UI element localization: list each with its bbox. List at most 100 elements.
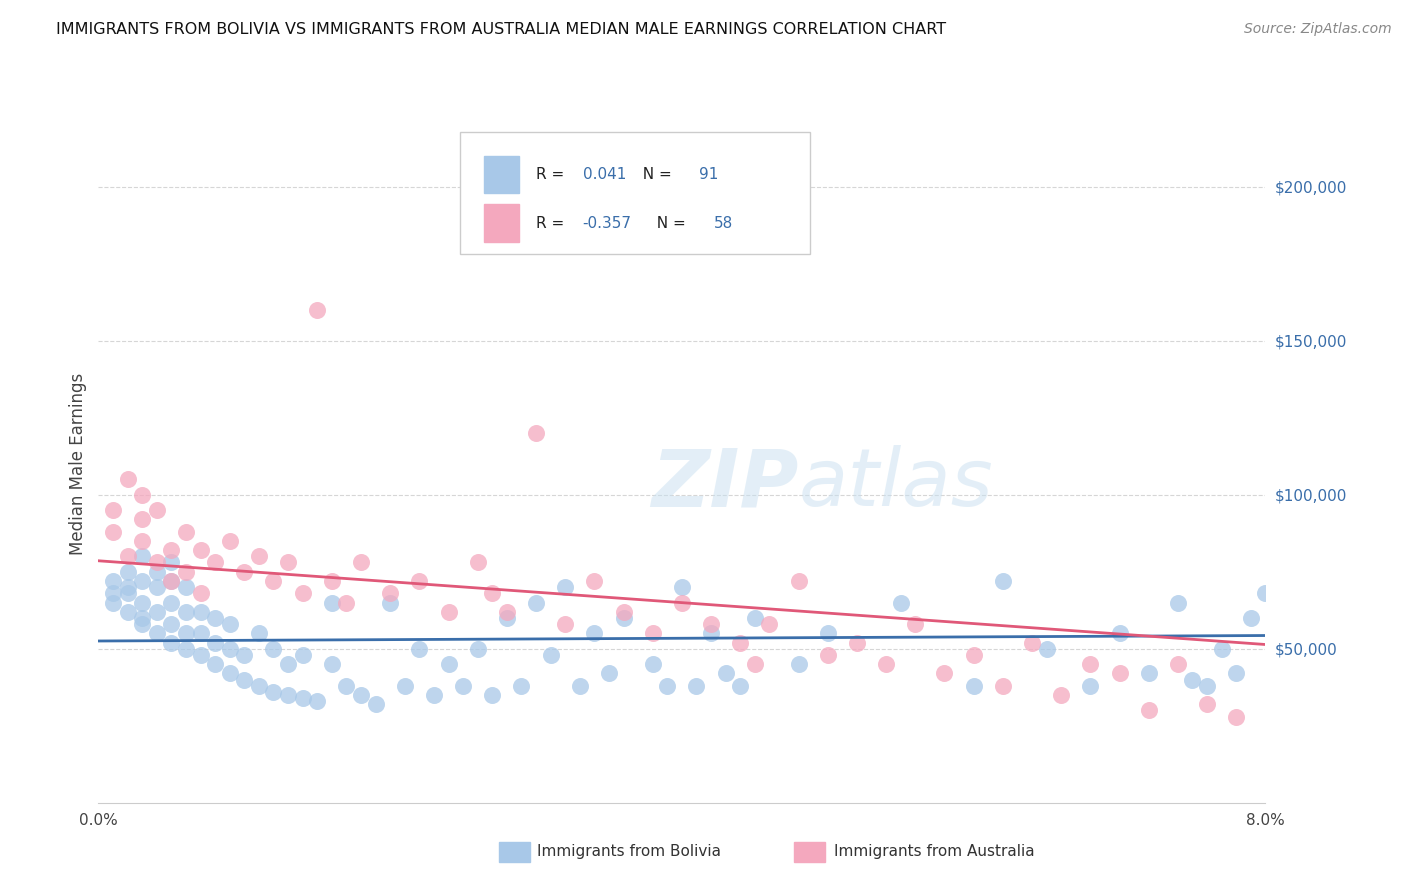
Point bbox=[174, 605, 197, 619]
Point bbox=[233, 648, 256, 662]
Point bbox=[378, 586, 402, 600]
Point bbox=[160, 574, 183, 588]
Point bbox=[160, 617, 183, 632]
Point bbox=[394, 679, 416, 693]
Point bbox=[817, 648, 839, 662]
Text: Immigrants from Australia: Immigrants from Australia bbox=[834, 845, 1035, 859]
Point bbox=[1225, 666, 1247, 681]
Point bbox=[117, 472, 139, 486]
Point bbox=[1137, 666, 1160, 681]
Point bbox=[218, 641, 240, 656]
Point bbox=[744, 657, 766, 672]
Point bbox=[744, 611, 766, 625]
Point bbox=[117, 565, 139, 579]
Point bbox=[641, 626, 664, 640]
Point bbox=[146, 580, 169, 594]
Point bbox=[190, 648, 212, 662]
Point bbox=[291, 648, 314, 662]
Point bbox=[146, 556, 169, 570]
Point bbox=[540, 648, 562, 662]
Point bbox=[160, 543, 183, 558]
Point bbox=[890, 595, 912, 609]
Point bbox=[728, 635, 751, 649]
Point bbox=[467, 641, 489, 656]
Point bbox=[934, 666, 956, 681]
Point bbox=[1181, 673, 1204, 687]
Point bbox=[875, 657, 897, 672]
Point bbox=[408, 574, 430, 588]
Point bbox=[787, 574, 810, 588]
Point bbox=[657, 679, 679, 693]
Point bbox=[307, 694, 329, 708]
Text: Source: ZipAtlas.com: Source: ZipAtlas.com bbox=[1244, 22, 1392, 37]
Point bbox=[378, 595, 402, 609]
Point bbox=[131, 549, 153, 564]
Point bbox=[204, 657, 226, 672]
Point bbox=[962, 679, 984, 693]
Point bbox=[335, 595, 357, 609]
Point bbox=[174, 580, 197, 594]
Point bbox=[991, 574, 1014, 588]
Y-axis label: Median Male Earnings: Median Male Earnings bbox=[69, 373, 87, 555]
Point bbox=[437, 605, 460, 619]
Point bbox=[131, 512, 153, 526]
Point bbox=[146, 503, 169, 517]
Point bbox=[583, 574, 606, 588]
Point bbox=[174, 641, 197, 656]
Point bbox=[190, 626, 212, 640]
Point bbox=[496, 605, 519, 619]
Text: -0.357: -0.357 bbox=[582, 216, 631, 230]
Point bbox=[131, 617, 153, 632]
Point bbox=[671, 580, 693, 594]
Point bbox=[524, 595, 547, 609]
Point bbox=[451, 679, 474, 693]
Point bbox=[598, 666, 620, 681]
Point bbox=[1167, 657, 1189, 672]
Point bbox=[247, 549, 270, 564]
Point bbox=[146, 605, 169, 619]
Point bbox=[496, 611, 519, 625]
Point bbox=[1021, 635, 1043, 649]
Point bbox=[101, 574, 124, 588]
Point bbox=[1195, 697, 1218, 711]
Bar bbox=[794, 842, 825, 862]
Point bbox=[845, 635, 868, 649]
Point bbox=[262, 574, 284, 588]
Point bbox=[321, 574, 343, 588]
Point bbox=[233, 565, 256, 579]
Point bbox=[131, 611, 153, 625]
Point bbox=[160, 556, 183, 570]
Point bbox=[262, 685, 284, 699]
Point bbox=[1035, 641, 1057, 656]
Point bbox=[714, 666, 737, 681]
Point bbox=[554, 617, 576, 632]
Bar bbox=[499, 842, 530, 862]
Point bbox=[1240, 611, 1263, 625]
Point bbox=[131, 488, 153, 502]
Point bbox=[758, 617, 780, 632]
Point bbox=[233, 673, 256, 687]
Point bbox=[364, 697, 387, 711]
Point bbox=[612, 611, 634, 625]
Point bbox=[277, 556, 299, 570]
Text: Immigrants from Bolivia: Immigrants from Bolivia bbox=[537, 845, 721, 859]
Point bbox=[291, 691, 314, 706]
Point bbox=[131, 533, 153, 548]
Point bbox=[641, 657, 664, 672]
Point bbox=[481, 688, 503, 702]
Point bbox=[190, 605, 212, 619]
Point bbox=[247, 679, 270, 693]
Point bbox=[131, 595, 153, 609]
Point bbox=[1167, 595, 1189, 609]
FancyBboxPatch shape bbox=[460, 132, 810, 253]
Point bbox=[117, 549, 139, 564]
Point bbox=[262, 641, 284, 656]
Point bbox=[160, 635, 183, 649]
Point bbox=[437, 657, 460, 672]
Point bbox=[146, 565, 169, 579]
Text: N =: N = bbox=[647, 216, 690, 230]
Text: ZIP: ZIP bbox=[651, 445, 799, 524]
Point bbox=[700, 626, 723, 640]
Point bbox=[510, 679, 533, 693]
Point bbox=[204, 635, 226, 649]
